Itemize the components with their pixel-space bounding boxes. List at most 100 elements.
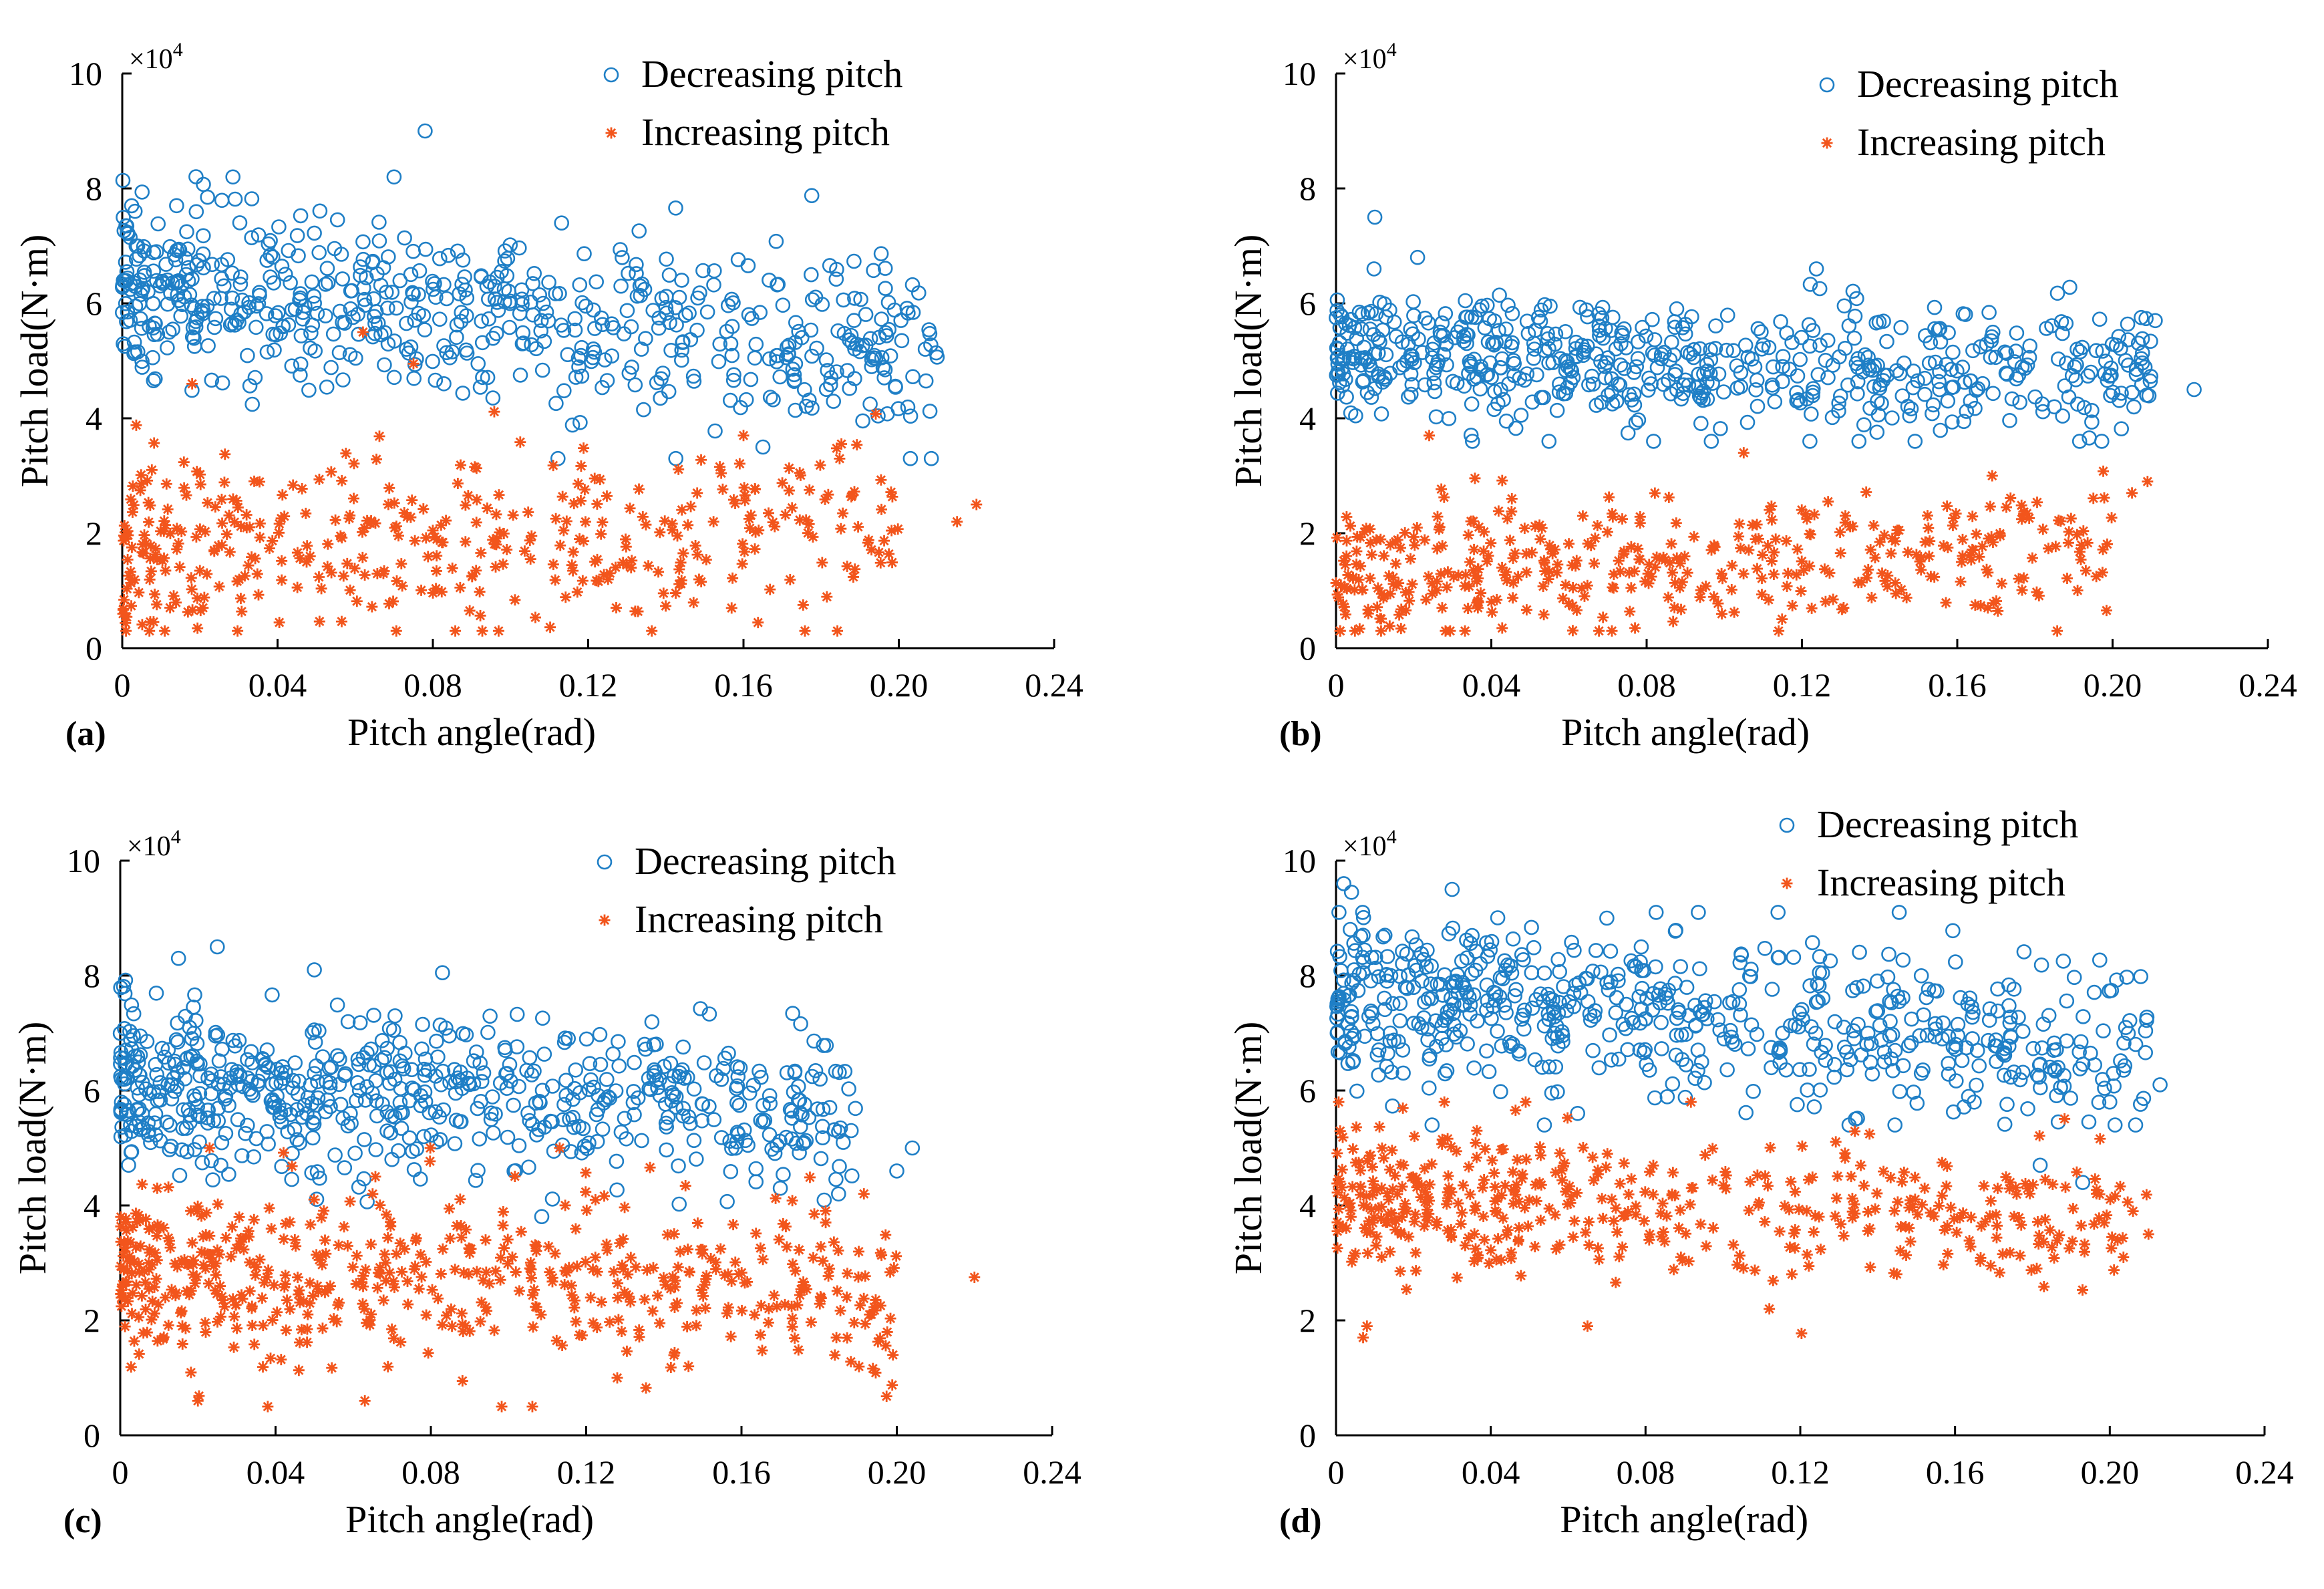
data-point bbox=[565, 1280, 577, 1292]
data-point bbox=[273, 616, 285, 628]
data-point bbox=[1503, 1038, 1518, 1054]
data-point bbox=[1330, 577, 1342, 589]
data-point bbox=[308, 1193, 320, 1205]
data-point bbox=[534, 362, 550, 378]
data-point bbox=[770, 1192, 782, 1204]
data-point bbox=[1578, 970, 1594, 986]
data-point bbox=[1484, 1010, 1499, 1026]
data-point bbox=[382, 498, 394, 511]
data-point bbox=[1347, 1143, 1359, 1155]
data-point bbox=[317, 1322, 329, 1334]
data-point bbox=[767, 1145, 783, 1161]
data-point bbox=[190, 1099, 206, 1115]
data-point bbox=[1367, 1189, 1379, 1201]
data-point bbox=[501, 544, 513, 556]
data-point bbox=[160, 296, 176, 312]
data-point bbox=[466, 571, 478, 583]
data-point bbox=[1647, 1090, 1663, 1106]
data-point bbox=[530, 1245, 542, 1257]
data-point bbox=[144, 553, 156, 565]
data-point bbox=[1690, 1062, 1705, 1078]
data-point bbox=[1743, 969, 1758, 984]
data-point bbox=[152, 1335, 164, 1347]
data-point bbox=[1330, 386, 1345, 401]
data-point bbox=[456, 1308, 468, 1320]
data-point bbox=[725, 602, 737, 614]
data-point bbox=[743, 372, 759, 388]
data-point bbox=[1925, 406, 1940, 422]
data-point bbox=[209, 1284, 221, 1296]
data-point bbox=[2067, 1203, 2079, 1215]
data-point bbox=[1583, 1216, 1595, 1228]
data-point bbox=[1391, 1188, 1403, 1200]
data-point bbox=[136, 619, 148, 631]
data-point bbox=[1971, 528, 1983, 540]
data-point bbox=[580, 1256, 592, 1268]
data-point bbox=[2143, 333, 2158, 349]
data-point bbox=[1516, 952, 1531, 968]
data-point bbox=[134, 484, 146, 496]
data-point bbox=[357, 297, 373, 313]
data-point bbox=[208, 1260, 220, 1272]
data-point bbox=[629, 257, 644, 273]
data-point bbox=[1608, 341, 1624, 357]
legend-label: Increasing pitch bbox=[1817, 861, 2065, 904]
data-point bbox=[1566, 600, 1579, 612]
data-point bbox=[476, 1296, 488, 1308]
data-point bbox=[149, 588, 161, 600]
data-point bbox=[576, 1139, 593, 1154]
data-point bbox=[701, 1099, 717, 1115]
y-tick-label: 0 bbox=[1299, 629, 1316, 667]
data-point bbox=[1648, 905, 1664, 920]
data-point bbox=[168, 252, 184, 268]
data-point bbox=[216, 517, 228, 529]
data-point bbox=[803, 322, 819, 338]
data-point bbox=[1956, 1099, 1972, 1115]
data-point bbox=[268, 308, 283, 323]
data-point bbox=[1436, 483, 1448, 495]
data-point bbox=[1372, 294, 1387, 310]
data-point bbox=[786, 1321, 798, 1333]
data-point bbox=[802, 527, 814, 539]
data-point bbox=[379, 300, 395, 316]
data-point bbox=[1393, 609, 1405, 621]
data-point bbox=[1384, 1064, 1399, 1080]
data-point bbox=[1373, 406, 1389, 422]
data-point bbox=[201, 568, 213, 580]
data-point bbox=[1985, 1195, 1997, 1207]
data-point bbox=[1906, 1201, 1919, 1213]
data-point bbox=[804, 348, 820, 364]
data-point bbox=[1341, 1039, 1357, 1055]
x-tick-label: 0.12 bbox=[1773, 666, 1832, 704]
y-tick-label: 6 bbox=[84, 1072, 100, 1109]
data-point bbox=[1810, 367, 1826, 382]
data-point bbox=[784, 1131, 800, 1147]
data-point bbox=[829, 1349, 841, 1361]
data-point bbox=[1406, 578, 1418, 590]
data-point bbox=[357, 326, 369, 338]
data-point bbox=[234, 1238, 246, 1250]
data-point bbox=[246, 1149, 262, 1165]
data-point bbox=[884, 1266, 896, 1278]
data-point bbox=[325, 326, 341, 342]
data-point bbox=[682, 1244, 694, 1256]
data-point bbox=[2047, 1178, 2059, 1190]
data-point bbox=[1812, 1082, 1828, 1098]
data-point bbox=[1895, 952, 1911, 968]
data-point bbox=[1737, 447, 1750, 459]
data-point bbox=[1717, 573, 1729, 585]
data-point bbox=[1451, 1272, 1463, 1284]
data-point bbox=[426, 1284, 438, 1296]
data-point bbox=[589, 472, 601, 484]
data-point bbox=[1948, 1042, 1963, 1057]
data-point bbox=[831, 1186, 846, 1202]
data-point bbox=[1774, 1225, 1786, 1238]
data-point bbox=[902, 408, 919, 424]
data-point bbox=[1820, 333, 1836, 348]
data-point bbox=[126, 1006, 142, 1022]
data-point bbox=[369, 1108, 385, 1124]
data-point bbox=[562, 1111, 577, 1127]
data-point bbox=[312, 203, 328, 219]
data-point bbox=[1502, 1224, 1514, 1236]
data-point bbox=[124, 997, 140, 1013]
